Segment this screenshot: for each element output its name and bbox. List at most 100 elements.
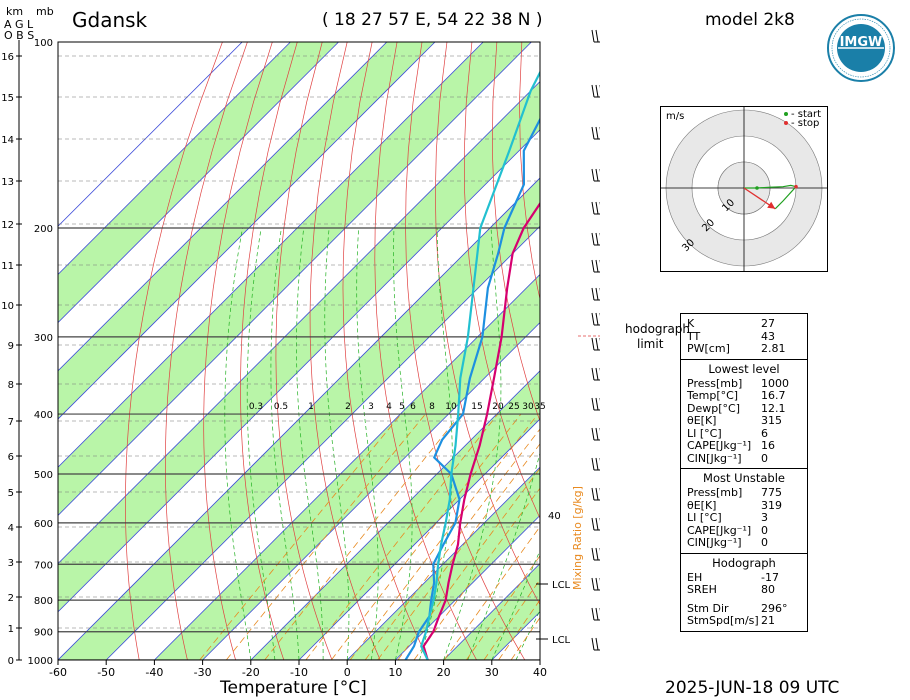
station-name: Gdansk [72, 8, 148, 32]
dry-adiabat [165, 42, 248, 660]
index-key: CIN[Jkg⁻¹] [687, 536, 742, 549]
index-value: 319 [761, 498, 782, 512]
wind-barb-feather [595, 201, 599, 215]
wind-barb-feather [591, 201, 595, 215]
x-tick-label: -10 [290, 666, 308, 679]
hodograph-start-point [755, 186, 759, 190]
dry-adiabat [434, 42, 540, 606]
wind-barb-feather [595, 547, 599, 561]
wind-barb-feather [591, 168, 595, 182]
wind-barb-feather [591, 577, 595, 591]
hodograph-unit: m/s [666, 111, 684, 122]
mixing-ratio-tick-label: 35 [534, 402, 545, 412]
x-tick-label: -60 [49, 666, 67, 679]
moist-adiabat [324, 228, 350, 660]
hodograph-limit-line2: limit [637, 337, 664, 351]
mixing-ratio-tick-label: 0.3 [249, 402, 263, 412]
mixing-ratio-tick-label: 10 [445, 402, 457, 412]
wind-barb-feather [591, 367, 595, 381]
wind-barb-feather [595, 126, 599, 140]
moist-adiabat [224, 227, 252, 660]
imgw-logo: IMGW [827, 14, 895, 82]
mixing-ratio-tick-label: 2 [345, 402, 351, 412]
isotherm-line [395, 514, 540, 660]
km-tick-label: 9 [8, 341, 14, 352]
mixing-ratio-tick-label: 25 [508, 402, 519, 412]
index-value: 16 [761, 439, 775, 452]
wind-barb-feather [591, 487, 595, 501]
index-value: -17 [761, 570, 779, 584]
hodograph-stop-point [794, 184, 798, 189]
index-value: 0 [761, 451, 768, 465]
x-tick-label: 30 [485, 666, 499, 679]
isotherm-line [58, 42, 532, 516]
wind-barb-feather [595, 637, 599, 651]
isotherm-line [346, 466, 540, 660]
index-row: Press[mb] 775 [681, 486, 807, 500]
x-tick-label: -50 [97, 666, 115, 679]
wind-barb-feather [591, 427, 595, 441]
legend-start-dot [784, 112, 788, 116]
dry-adiabat [342, 42, 429, 660]
index-key: Press[mb] [687, 376, 743, 390]
index-key: CAPE[Jkg⁻¹] [687, 523, 752, 537]
lowest-level-title: Lowest level [708, 361, 780, 376]
mixing-ratio-tick-label: 30 [522, 402, 534, 412]
hodograph-section: Hodograph EH -17 SREH 80 Stm Dir 296° StmSpd[… [681, 552, 807, 631]
index-row: Stm Dir 296° [681, 602, 807, 616]
wind-barbs [578, 29, 600, 651]
index-key: Temp[°C] [687, 389, 739, 402]
moist-adiabat [393, 228, 413, 660]
dry-adiabat [519, 42, 540, 301]
index-value: 21 [761, 614, 775, 627]
isotherm-line [202, 322, 540, 660]
x-axis-title: Temperature [°C] [220, 678, 367, 698]
isotherm-line [58, 42, 243, 227]
index-value: 315 [761, 414, 782, 427]
lowest-level-section: Lowest level Press[mb] 1000 Temp[°C] 16.7 De… [681, 358, 807, 469]
moist-adiabat [356, 228, 379, 660]
index-row: CAPE[Jkg⁻¹] 16 [681, 439, 807, 453]
mixing-ratio-axis-label: Mixing Ratio [g/kg] [571, 486, 584, 590]
wind-barb-feather [595, 287, 599, 301]
annotation-label: LCL [552, 635, 571, 646]
km-tick-label: 0 [8, 656, 14, 667]
index-value: 3 [761, 511, 768, 524]
wind-barb-feather [595, 457, 599, 471]
dry-adiabat [309, 42, 381, 660]
wind-barb-feather [595, 84, 599, 98]
legend-start-label: - start [791, 109, 821, 120]
isotherm-band [58, 81, 540, 612]
agl-label: A G L [4, 18, 34, 31]
index-key: Press[mb] [687, 486, 743, 499]
isotherm-line [58, 42, 339, 324]
isotherm-line [539, 659, 540, 660]
index-value: 80 [761, 583, 775, 596]
x-tick-label: 0 [344, 666, 351, 679]
index-key: PW[cm] [687, 342, 730, 355]
index-key: TT [687, 329, 701, 343]
km-tick-label: 16 [1, 52, 14, 63]
km-tick-label: 1 [8, 624, 14, 635]
index-row: EH -17 [681, 570, 807, 585]
index-key: CIN[Jkg⁻¹] [687, 451, 742, 465]
index-value: 43 [761, 329, 775, 343]
index-value: 6 [761, 426, 768, 440]
mixing-ratio-tick-label: 3 [368, 402, 374, 412]
wind-barb-feather [595, 487, 599, 501]
wind-barb-feather [595, 607, 599, 621]
mixing-ratio-tick-label: 6 [410, 402, 416, 412]
dry-adiabat [491, 42, 540, 423]
annotation-label: LCL [552, 580, 571, 591]
mb-tick-label: 600 [34, 519, 53, 530]
index-value: 12.1 [761, 401, 786, 415]
index-value: 27 [761, 317, 775, 330]
x-tick-label: 20 [437, 666, 451, 679]
dry-adiabat [374, 42, 477, 660]
wind-barb-feather [595, 367, 599, 381]
index-row: θE[K] 319 [681, 498, 807, 513]
wind-barb-feather [591, 517, 595, 531]
storm-motion-arrowhead [767, 201, 776, 209]
index-row: CIN[Jkg⁻¹] 0 [681, 536, 807, 550]
